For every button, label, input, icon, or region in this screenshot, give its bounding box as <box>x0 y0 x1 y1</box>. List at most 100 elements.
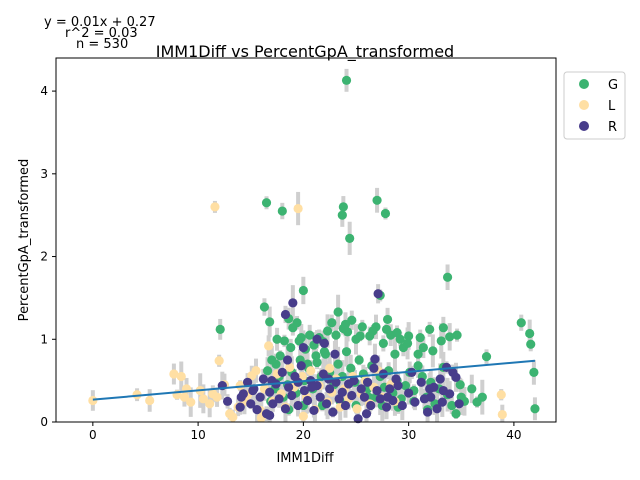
point-r-66 <box>280 309 291 320</box>
point-r-74 <box>265 410 275 420</box>
point-r-72 <box>370 354 380 364</box>
legend-label-g: G <box>608 78 618 93</box>
point-g-0 <box>341 75 352 85</box>
point-r-2 <box>235 402 245 412</box>
point-r-57 <box>432 404 442 414</box>
point-g-118 <box>319 347 330 357</box>
point-g-4 <box>338 202 348 212</box>
point-g-28 <box>418 342 428 353</box>
point-l-32 <box>285 362 295 372</box>
point-g-26 <box>436 336 446 346</box>
annotation-equation: y = 0.01x + 0.27 <box>44 15 156 30</box>
annotation-block: y = 0.01x + 0.27 r^2 = 0.03 n = 530 <box>44 15 156 52</box>
x-tick-label-2: 20 <box>296 428 311 442</box>
point-g-8 <box>442 272 453 282</box>
point-r-80 <box>356 384 366 394</box>
point-r-25 <box>309 405 319 416</box>
point-l-24 <box>251 366 261 376</box>
point-l-0 <box>88 395 98 406</box>
point-r-81 <box>361 409 372 419</box>
point-r-77 <box>307 382 317 392</box>
point-l-8 <box>179 392 190 402</box>
point-g-10 <box>259 302 270 312</box>
point-r-65 <box>288 298 298 308</box>
y-tick-label-0: 0 <box>40 415 48 429</box>
point-r-52 <box>410 397 420 407</box>
point-r-11 <box>265 387 275 397</box>
x-tick-label-3: 30 <box>401 428 416 442</box>
point-g-78 <box>341 347 352 357</box>
point-g-55 <box>279 336 290 346</box>
point-l-20 <box>235 381 245 391</box>
point-r-87 <box>437 397 447 407</box>
point-g-117 <box>331 330 341 340</box>
point-r-46 <box>381 402 392 412</box>
annotation-r-squared: r^2 = 0.03 <box>65 26 138 41</box>
point-g-3 <box>277 206 287 216</box>
point-g-49 <box>305 330 315 340</box>
point-r-64 <box>445 389 455 399</box>
point-r-32 <box>331 377 341 387</box>
point-l-3 <box>169 369 179 379</box>
legend-label-l: L <box>608 99 616 114</box>
point-g-105 <box>455 380 465 390</box>
point-r-63 <box>451 372 461 382</box>
point-g-7 <box>345 233 355 243</box>
regression-line <box>92 359 536 401</box>
point-g-56 <box>275 351 285 361</box>
point-g-119 <box>311 351 321 361</box>
point-r-85 <box>419 394 430 404</box>
point-g-104 <box>451 409 461 419</box>
y-tick-label-1: 1 <box>40 332 48 346</box>
plot-area-frame <box>55 57 557 423</box>
point-r-12 <box>268 399 278 409</box>
point-l-63 <box>325 363 335 373</box>
point-r-9 <box>258 374 268 384</box>
point-r-22 <box>299 385 310 396</box>
point-g-115 <box>355 331 365 341</box>
point-g-111 <box>402 338 413 349</box>
point-l-37 <box>306 366 316 376</box>
point-g-59 <box>262 366 273 376</box>
point-l-1 <box>132 390 142 400</box>
point-r-23 <box>302 395 313 406</box>
point-r-27 <box>315 392 325 402</box>
point-r-83 <box>393 381 403 391</box>
point-g-22 <box>477 392 487 402</box>
point-r-62 <box>454 399 464 409</box>
point-g-5 <box>337 210 347 220</box>
point-r-88 <box>248 385 258 396</box>
point-g-43 <box>333 307 343 317</box>
y-axis-ticks: 0 1 2 3 4 <box>40 84 56 429</box>
point-r-20 <box>293 400 303 411</box>
point-r-47 <box>385 384 395 394</box>
point-g-113 <box>381 324 392 334</box>
point-r-35 <box>340 400 351 411</box>
legend-marker-l <box>579 100 589 110</box>
point-g-15 <box>516 318 526 328</box>
point-r-38 <box>353 414 363 424</box>
point-r-73 <box>282 355 293 365</box>
point-g-95 <box>413 349 423 359</box>
point-r-43 <box>372 385 382 396</box>
chart-title: IMM1Diff vs PercentGpA_transformed <box>156 42 454 62</box>
point-g-92 <box>400 381 411 391</box>
point-r-39 <box>359 392 370 402</box>
y-tick-label-3: 3 <box>40 167 48 181</box>
y-axis-label: PercentGpA_transformed <box>17 159 32 322</box>
point-g-35 <box>378 338 388 349</box>
point-l-15 <box>293 203 303 214</box>
point-l-58 <box>496 390 506 400</box>
point-g-112 <box>392 328 402 338</box>
point-r-44 <box>375 394 385 404</box>
point-l-16 <box>214 356 224 366</box>
point-r-82 <box>382 392 393 402</box>
point-g-18 <box>529 367 539 377</box>
point-g-103 <box>447 400 457 411</box>
point-r-1 <box>222 396 233 406</box>
point-l-5 <box>176 371 186 382</box>
point-r-30 <box>325 384 335 394</box>
point-r-16 <box>280 404 291 414</box>
x-axis-ticks: 0 10 20 30 40 <box>89 422 522 442</box>
